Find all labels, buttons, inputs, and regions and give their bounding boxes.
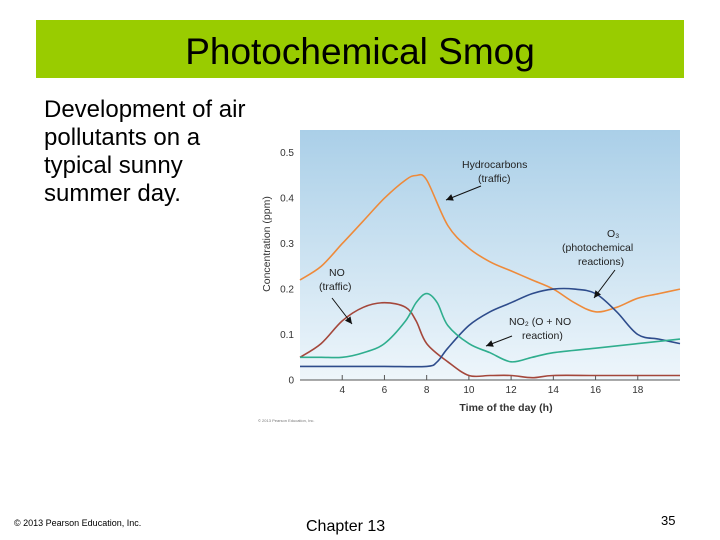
x-tick-label: 14 [548, 385, 560, 396]
chart-annotations: Hydrocarbons (traffic) NO (traffic) O₃ (photo… [319, 159, 633, 347]
x-axis-label: Time of the day (h) [459, 402, 552, 414]
x-tick-label: 12 [506, 385, 518, 396]
y-tick-label: 0.5 [280, 148, 294, 159]
x-tick-label: 10 [463, 385, 475, 396]
y-tick-label: 0.1 [280, 330, 294, 341]
slide-title-bar: Photochemical Smog [36, 20, 684, 78]
series-line-hydrocarbons [299, 173, 681, 313]
annotation-label: (traffic) [319, 281, 351, 293]
x-tick-label: 4 [339, 385, 345, 396]
y-tick-label: 0.3 [280, 239, 294, 250]
x-tick-label: 6 [382, 385, 388, 396]
series-line-no [299, 301, 680, 379]
annotation-arrowhead [344, 316, 352, 324]
annotation-label: O₃ [607, 228, 619, 240]
annotation-label: reaction) [522, 330, 563, 342]
x-tick-label: 16 [590, 385, 602, 396]
series-line-no2 [300, 292, 681, 363]
chart-series [299, 173, 681, 379]
annotation-label: NO₂ (O + NO [509, 316, 571, 328]
annotation-label: NO [329, 267, 345, 279]
footer-copyright: © 2013 Pearson Education, Inc. [14, 518, 142, 528]
chart-copyright: © 2013 Pearson Education, Inc. [258, 418, 315, 423]
page-number: 35 [661, 513, 676, 528]
annotation-arrowhead [486, 340, 494, 347]
y-tick-label: 0 [288, 376, 294, 387]
annotation-label: (photochemical [562, 242, 633, 254]
plot-area [300, 130, 680, 380]
smog-chart: 4 6 8 10 12 14 16 18 0 0.1 0.2 0.3 0.4 0.5 Hydrocarbo… [258, 130, 681, 423]
annotation-arrowhead [446, 194, 454, 201]
y-axis-label: Concentration (ppm) [261, 196, 273, 292]
annotation-label: Hydrocarbons [462, 159, 527, 171]
x-tick-label: 18 [632, 385, 644, 396]
y-tick-label: 0.4 [280, 194, 294, 205]
annotation-arrowhead [594, 290, 601, 298]
annotation-label: (traffic) [478, 173, 510, 185]
x-tick-label: 8 [424, 385, 430, 396]
annotation-label: reactions) [578, 256, 624, 268]
slide-title: Photochemical Smog [185, 31, 535, 72]
y-tick-label: 0.2 [280, 285, 294, 296]
footer-chapter: Chapter 13 [306, 518, 386, 535]
chart-axes: 4 6 8 10 12 14 16 18 0 0.1 0.2 0.3 0.4 0.5 [280, 148, 680, 396]
slide-body-text: Development of air pollutants on a typic… [44, 96, 246, 207]
series-line-o3 [299, 287, 681, 368]
